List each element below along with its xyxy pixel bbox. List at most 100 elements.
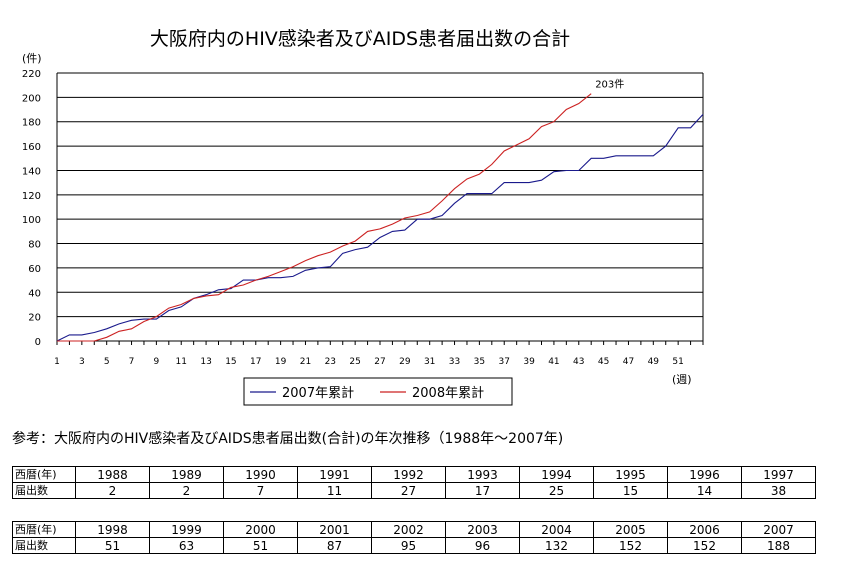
year-cell: 2000 xyxy=(223,521,298,538)
y-tick-label: 120 xyxy=(22,191,41,202)
year-cell: 2004 xyxy=(519,521,594,538)
series-line-2007 xyxy=(56,114,704,342)
count-cell: 15 xyxy=(593,482,668,499)
year-cell: 2006 xyxy=(667,521,742,538)
year-cell: 1996 xyxy=(667,466,742,483)
legend-label-2007: 2007年累計 xyxy=(282,385,354,401)
count-cell: 2 xyxy=(75,482,150,499)
count-cell: 87 xyxy=(297,537,372,554)
reference-note: 参考：大阪府内のHIV感染者及びAIDS患者届出数(合計)の年次推移（1988年… xyxy=(12,431,564,447)
x-tick-label: 3 xyxy=(79,357,85,367)
count-cell: 27 xyxy=(371,482,446,499)
year-cell: 1989 xyxy=(149,466,224,483)
count-cell: 132 xyxy=(519,537,594,554)
year-cell: 1994 xyxy=(519,466,594,483)
count-cell: 11 xyxy=(297,482,372,499)
year-cell: 2005 xyxy=(593,521,668,538)
x-tick-label: 21 xyxy=(300,357,311,367)
x-tick-label: 35 xyxy=(474,357,485,367)
x-tick-label: 37 xyxy=(499,357,510,367)
x-tick-label: 1 xyxy=(54,357,60,367)
count-cell: 95 xyxy=(371,537,446,554)
series-lines xyxy=(56,93,704,342)
year-cell: 1988 xyxy=(75,466,150,483)
x-tick-label: 23 xyxy=(325,357,336,367)
x-tick-label: 9 xyxy=(154,357,160,367)
year-cell: 1990 xyxy=(223,466,298,483)
count-cell: 51 xyxy=(75,537,150,554)
x-tick-label: 25 xyxy=(349,357,360,367)
row-header-count: 届出数 xyxy=(12,482,76,499)
row-header-count: 届出数 xyxy=(12,537,76,554)
y-tick-label: 200 xyxy=(22,93,41,104)
count-cell: 152 xyxy=(667,537,742,554)
table-row-years: 西暦(年) 1988 1989 1990 1991 1992 1993 1994… xyxy=(12,466,816,483)
table-row-counts: 届出数 51 63 51 87 95 96 132 152 152 188 xyxy=(12,537,816,554)
count-cell: 38 xyxy=(741,482,816,499)
y-tick-label: 140 xyxy=(22,166,41,177)
x-tick-labels: 1 3 5 7 9 11 13 15 17 19 21 23 25 27 29 31 33 35 37 39 41 43 4… xyxy=(54,357,684,367)
legend-box xyxy=(243,377,513,406)
annotation-label: 203件 xyxy=(595,79,624,91)
x-tick-label: 49 xyxy=(648,357,660,367)
x-tick-label: 15 xyxy=(225,357,236,367)
x-axis-label: (週) xyxy=(672,373,692,386)
yearly-table-1988-1997: 西暦(年) 1988 1989 1990 1991 1992 1993 1994… xyxy=(12,466,816,499)
x-tick-label: 43 xyxy=(573,357,584,367)
count-cell: 2 xyxy=(149,482,224,499)
x-tick-label: 31 xyxy=(424,357,435,367)
x-tick-label: 51 xyxy=(672,357,683,367)
row-header-year: 西暦(年) xyxy=(12,521,76,538)
grid xyxy=(56,72,704,345)
x-tick-label: 47 xyxy=(623,357,634,367)
table-row-counts: 届出数 2 2 7 11 27 17 25 15 14 38 xyxy=(12,482,816,499)
count-cell: 7 xyxy=(223,482,298,499)
count-cell: 96 xyxy=(445,537,520,554)
year-cell: 2001 xyxy=(297,521,372,538)
count-cell: 188 xyxy=(741,537,816,554)
y-tick-label: 40 xyxy=(28,288,41,299)
x-tick-label: 19 xyxy=(275,357,287,367)
year-cell: 1998 xyxy=(75,521,150,538)
y-tick-label: 0 xyxy=(35,337,41,348)
year-cell: 1995 xyxy=(593,466,668,483)
x-tick-label: 13 xyxy=(200,357,211,367)
year-cell: 1999 xyxy=(149,521,224,538)
chart: 大阪府内のHIV感染者及びAIDS患者届出数の合計 (件) (週) 0 20 40 6… xyxy=(22,28,704,406)
y-tick-label: 20 xyxy=(28,313,41,324)
y-tick-label: 180 xyxy=(22,118,41,129)
count-cell: 63 xyxy=(149,537,224,554)
y-tick-label: 100 xyxy=(22,215,41,226)
y-tick-labels: 0 20 40 60 80 100 120 140 160 180 200 220 xyxy=(22,69,41,348)
chart-title: 大阪府内のHIV感染者及びAIDS患者届出数の合計 xyxy=(150,28,570,50)
year-cell: 1992 xyxy=(371,466,446,483)
year-cell: 2007 xyxy=(741,521,816,538)
x-tick-label: 27 xyxy=(374,357,385,367)
yearly-table-1998-2007: 西暦(年) 1998 1999 2000 2001 2002 2003 2004… xyxy=(12,521,816,554)
x-tick-label: 29 xyxy=(399,357,411,367)
x-tick-label: 41 xyxy=(548,357,559,367)
y-axis-label: (件) xyxy=(22,52,42,65)
count-cell: 14 xyxy=(667,482,742,499)
x-tick-label: 5 xyxy=(104,357,110,367)
x-tick-label: 7 xyxy=(129,357,135,367)
x-tick-label: 33 xyxy=(449,357,460,367)
table-row-years: 西暦(年) 1998 1999 2000 2001 2002 2003 2004… xyxy=(12,521,816,538)
legend: 2007年累計 2008年累計 xyxy=(243,377,513,406)
year-cell: 1991 xyxy=(297,466,372,483)
year-cell: 2003 xyxy=(445,521,520,538)
count-cell: 17 xyxy=(445,482,520,499)
x-tick-label: 39 xyxy=(523,357,535,367)
y-tick-label: 220 xyxy=(22,69,41,80)
row-header-year: 西暦(年) xyxy=(12,466,76,483)
x-tick-label: 17 xyxy=(250,357,261,367)
y-tick-label: 160 xyxy=(22,142,41,153)
count-cell: 51 xyxy=(223,537,298,554)
series-line-2008 xyxy=(57,93,592,342)
y-tick-label: 80 xyxy=(28,240,41,251)
count-cell: 152 xyxy=(593,537,668,554)
year-cell: 1997 xyxy=(741,466,816,483)
x-tick-label: 11 xyxy=(176,357,187,367)
y-tick-label: 60 xyxy=(28,264,41,275)
count-cell: 25 xyxy=(519,482,594,499)
